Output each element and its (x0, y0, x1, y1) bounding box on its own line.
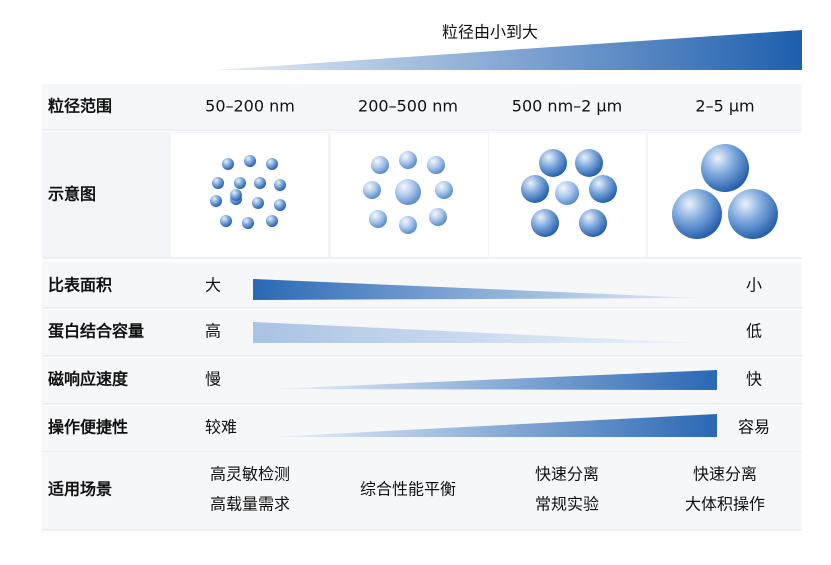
sphere (399, 151, 417, 169)
sphere (429, 208, 447, 226)
sphere (244, 155, 256, 167)
scenario-text: 大体积操作 (685, 495, 765, 514)
trend-start: 慢 (205, 370, 221, 389)
header: 粒径由小到大 (215, 23, 802, 70)
size-wedge (215, 30, 802, 70)
sphere (395, 179, 421, 205)
trend-end: 低 (746, 322, 762, 341)
row-label: 比表面积 (48, 276, 112, 295)
trend-start: 高 (205, 322, 221, 341)
trend-start: 大 (205, 276, 221, 295)
scenario-text: 快速分离 (693, 465, 757, 484)
sphere (234, 177, 246, 189)
sphere (274, 199, 286, 211)
sphere (427, 156, 445, 174)
sphere (254, 177, 266, 189)
sphere (531, 209, 559, 237)
row-backgrounds (42, 84, 805, 531)
sphere (230, 189, 242, 201)
row-label: 示意图 (48, 185, 96, 204)
scenario-text: 高载量需求 (210, 495, 290, 514)
sphere (212, 177, 224, 189)
sphere (266, 158, 278, 170)
sphere (728, 189, 778, 239)
row-bg (42, 452, 802, 530)
sphere (539, 149, 567, 177)
sphere (363, 181, 381, 199)
scenario-text: 快速分离 (535, 465, 599, 484)
scenario-text: 高灵敏检测 (210, 465, 290, 484)
header-title: 粒径由小到大 (442, 23, 538, 42)
row-label: 适用场景 (48, 480, 112, 499)
sphere (399, 216, 417, 234)
trend-end: 小 (746, 276, 762, 295)
scenario-text: 常规实验 (535, 495, 599, 514)
trend-wedge (270, 370, 717, 390)
sphere (210, 195, 222, 207)
sphere (579, 209, 607, 237)
sphere (274, 179, 286, 191)
sphere (672, 189, 722, 239)
table-content: 粒径范围 50–200 nm 200–500 nm 500 nm–2 µm 2–5 µm… (48, 97, 778, 514)
sphere (435, 181, 453, 199)
trend-wedge (253, 322, 700, 343)
row-label: 磁响应速度 (48, 370, 129, 389)
sphere (589, 175, 617, 203)
sphere (521, 175, 549, 203)
size-column: 200–500 nm (358, 97, 458, 116)
sphere (555, 181, 579, 205)
row-bg (42, 262, 802, 308)
row-bg (42, 84, 802, 130)
sphere (222, 158, 234, 170)
row-label: 粒径范围 (48, 97, 112, 116)
row-label: 操作便捷性 (48, 418, 128, 437)
sphere (369, 210, 387, 228)
sphere (242, 217, 254, 229)
trend-end: 快 (746, 370, 762, 389)
size-column: 2–5 µm (695, 97, 754, 116)
trend-end: 容易 (738, 418, 770, 437)
sphere (220, 215, 232, 227)
sphere (371, 156, 389, 174)
sphere (575, 149, 603, 177)
sphere (701, 144, 749, 192)
size-column: 500 nm–2 µm (512, 97, 622, 116)
trend-wedge (253, 279, 700, 300)
cell-bg (171, 133, 328, 257)
sphere (252, 197, 264, 209)
row-label: 蛋白结合容量 (48, 322, 144, 341)
scenario-text: 综合性能平衡 (360, 480, 456, 499)
size-column: 50–200 nm (205, 97, 295, 116)
trend-wedge (270, 414, 717, 437)
trend-start: 较难 (205, 418, 237, 437)
sphere (266, 215, 278, 227)
